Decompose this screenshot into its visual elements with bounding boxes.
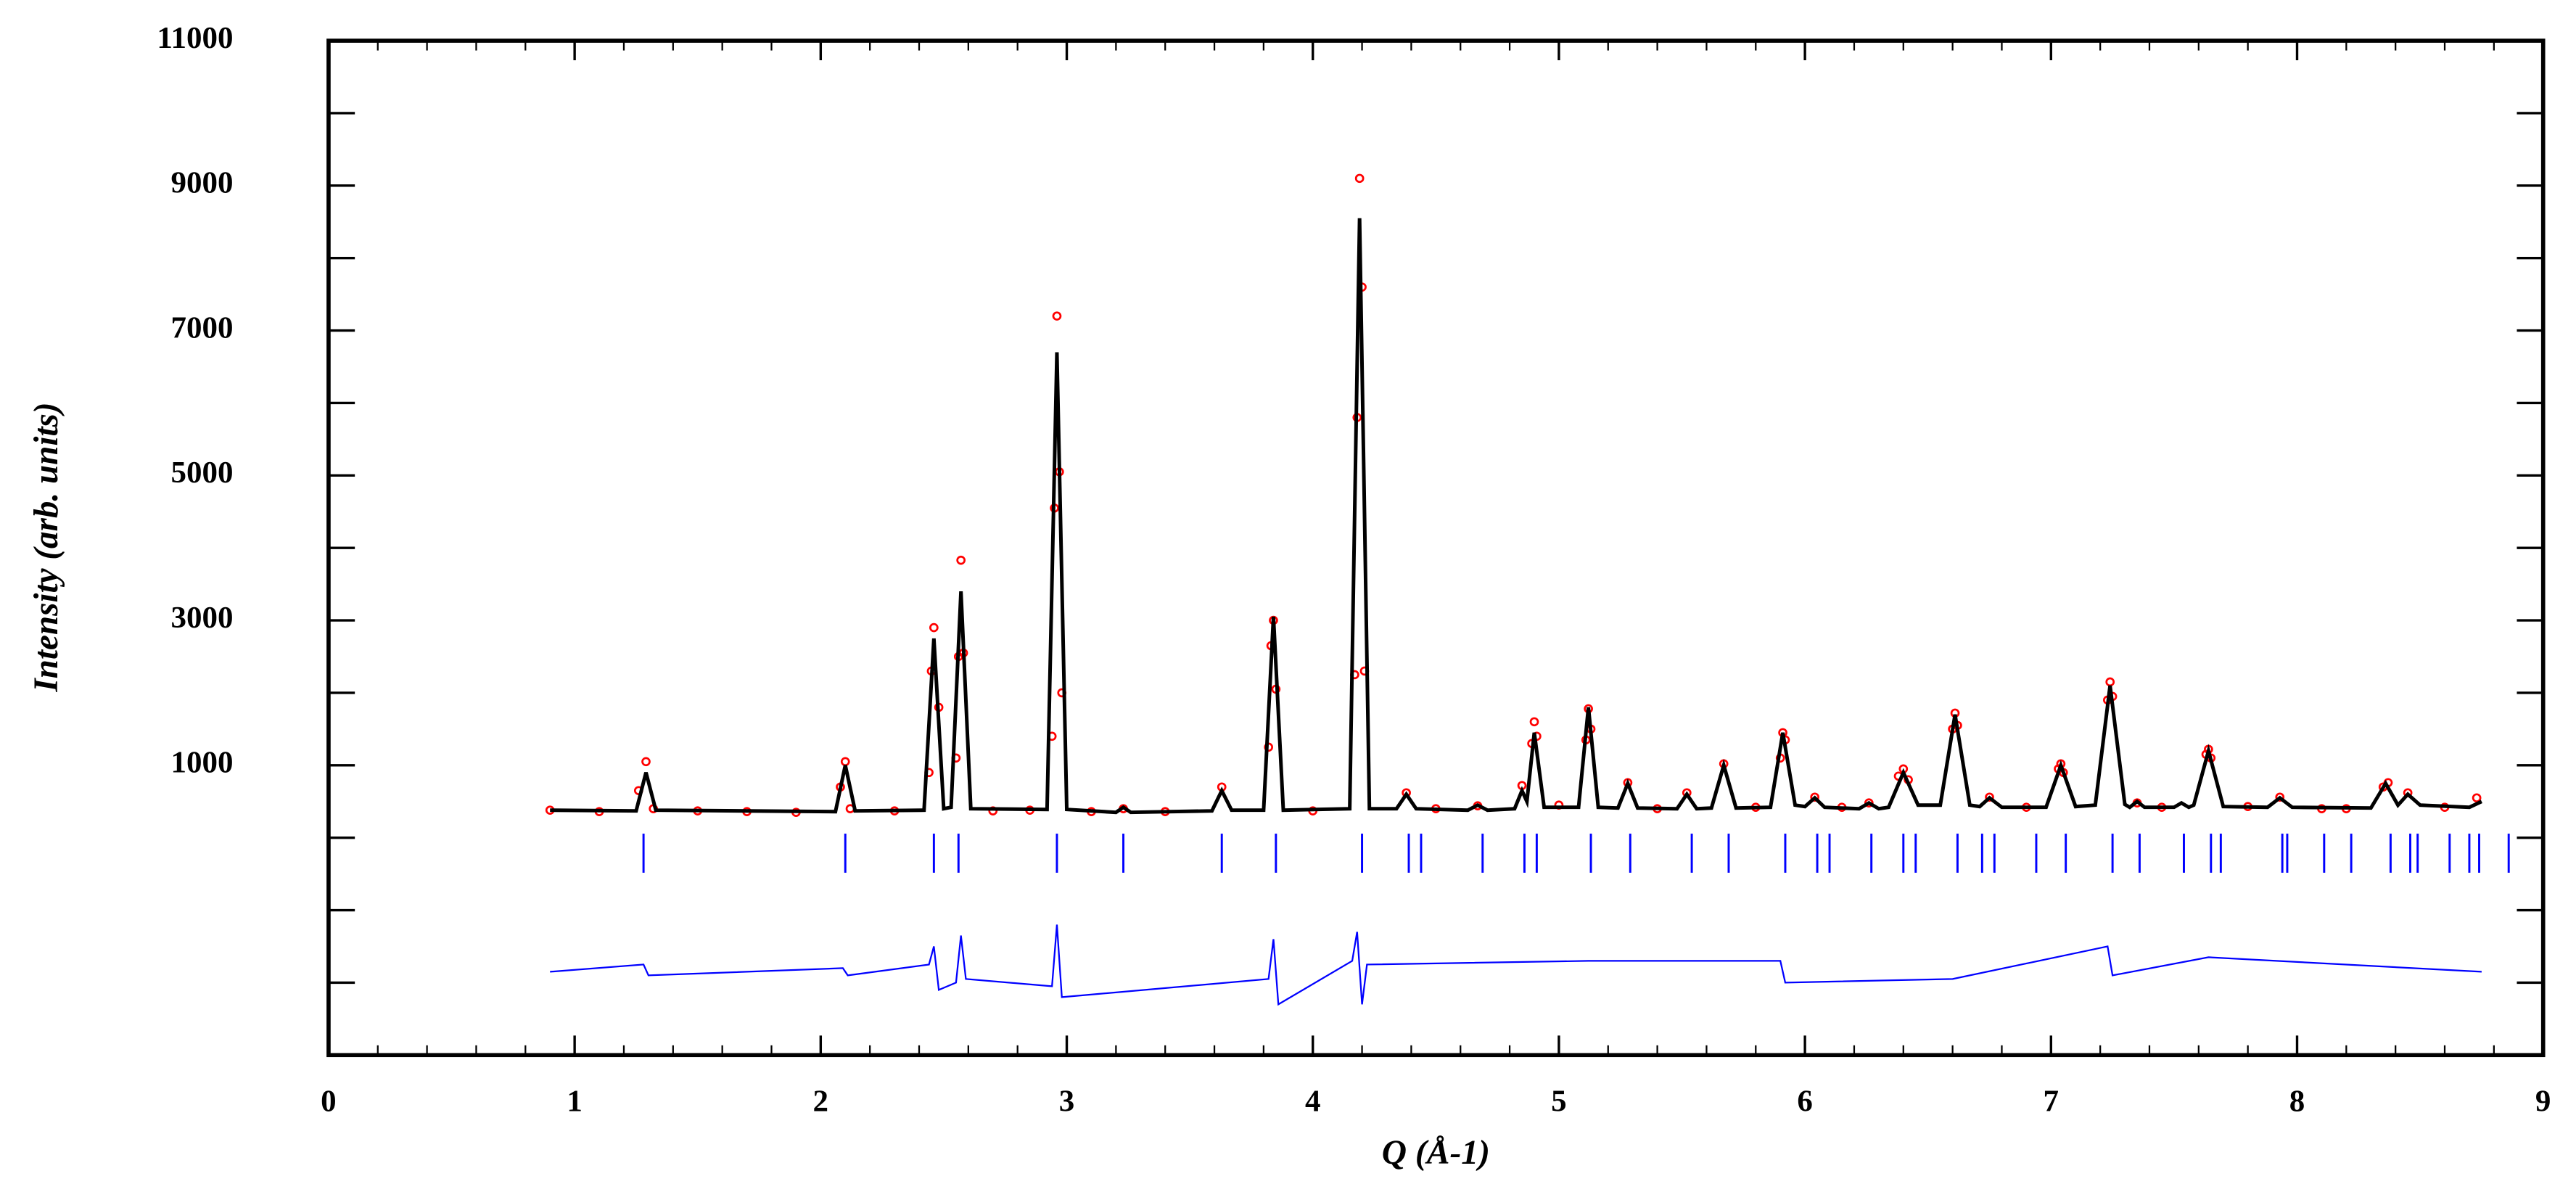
observed-point bbox=[2275, 792, 2285, 802]
x-tick-label: 4 bbox=[1305, 1085, 1321, 1119]
x-tick-label: 8 bbox=[2289, 1085, 2305, 1119]
series-line bbox=[550, 218, 2482, 815]
observed-point bbox=[1810, 792, 1820, 802]
observed-point bbox=[956, 555, 966, 565]
observed-point bbox=[1354, 173, 1365, 184]
observed-point bbox=[840, 757, 850, 767]
observed-point bbox=[929, 622, 939, 633]
observed-point bbox=[1529, 717, 1539, 727]
x-tick-label: 1 bbox=[567, 1085, 583, 1119]
x-tick-label: 5 bbox=[1551, 1085, 1567, 1119]
observed-point bbox=[2105, 677, 2115, 687]
series-line bbox=[550, 924, 2482, 1006]
x-tick-label: 6 bbox=[1797, 1085, 1813, 1119]
observed-point bbox=[1052, 311, 1062, 321]
y-tick-label: 11000 bbox=[157, 21, 233, 55]
plot-frame bbox=[326, 38, 2546, 1058]
x-tick-label: 3 bbox=[1059, 1085, 1075, 1119]
observed-point bbox=[1864, 798, 1874, 808]
y-tick-label: 7000 bbox=[171, 311, 234, 345]
y-axis-label: Intensity (arb. units) bbox=[28, 402, 65, 692]
y-tick-label: 1000 bbox=[171, 746, 234, 780]
x-tick-label: 9 bbox=[2535, 1085, 2551, 1119]
x-tick-label: 7 bbox=[2044, 1085, 2059, 1119]
y-tick-label: 5000 bbox=[171, 456, 234, 490]
x-tick-label: 2 bbox=[813, 1085, 829, 1119]
y-tick-label: 3000 bbox=[171, 601, 234, 635]
observed-point bbox=[1985, 792, 1994, 802]
x-tick-label: 0 bbox=[321, 1085, 337, 1119]
observed-point bbox=[2472, 793, 2482, 803]
x-axis-label: Q (Å-1) bbox=[1382, 1134, 1490, 1172]
y-tick-label: 9000 bbox=[171, 166, 234, 200]
observed-point bbox=[641, 757, 651, 767]
